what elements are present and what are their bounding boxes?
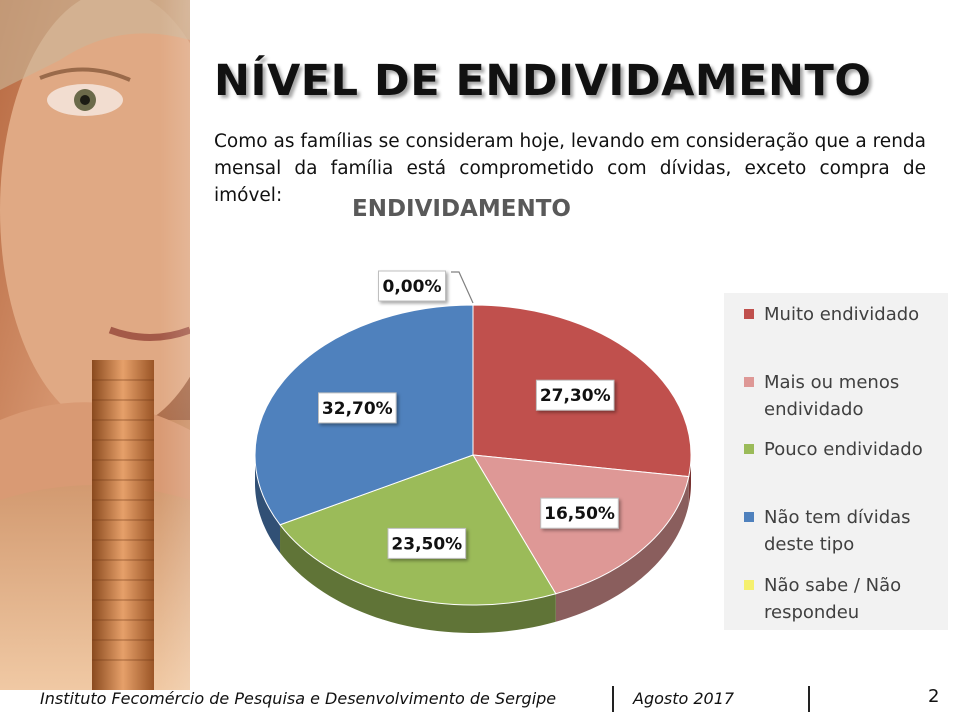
leader-line-4 — [451, 271, 474, 304]
footer-date: Agosto 2017 — [633, 689, 735, 708]
legend-label: Não tem dívidas deste tipo — [764, 507, 911, 555]
legend-item: Não sabe / Não respondeu — [744, 572, 944, 626]
data-label-box-2 — [387, 527, 467, 559]
data-label-box-3 — [318, 392, 397, 424]
decorative-photo — [0, 0, 190, 690]
data-label-4: 0,00% — [383, 277, 442, 297]
page-title: NÍVEL DE ENDIVIDAMENTO — [214, 56, 872, 106]
chart-title: ENDIVIDAMENTO — [352, 196, 571, 222]
footer-separator — [808, 686, 810, 712]
legend-swatch — [744, 512, 754, 522]
page-number: 2 — [928, 686, 940, 707]
data-label-box-4 — [378, 270, 446, 302]
legend-label: Mais ou menos endividado — [764, 372, 900, 420]
pie-top — [254, 304, 692, 606]
pie-side-3 — [255, 455, 281, 553]
legend-swatch — [744, 309, 754, 319]
pie-side-2 — [280, 524, 556, 633]
data-label-box-1 — [540, 497, 619, 529]
legend-item: Mais ou menos endividado — [744, 369, 944, 423]
legend-swatch — [744, 444, 754, 454]
legend-label: Pouco endividado — [764, 439, 923, 460]
intro-text: Como as famílias se consideram hoje, lev… — [214, 131, 926, 206]
footer-institute: Instituto Fecomércio de Pesquisa e Desen… — [40, 689, 557, 708]
legend-item: Não tem dívidas deste tipo — [744, 504, 944, 558]
pie-chart: 27,30% 16,50% 23,50% 32,70% 0,00% — [254, 270, 692, 633]
chart-legend: Muito endividado Mais ou menos endividad… — [724, 293, 948, 630]
legend-swatch — [744, 580, 754, 590]
pie-labels: 27,30% 16,50% 23,50% 32,70% 0,00% — [318, 270, 619, 559]
legend-item: Muito endividado — [744, 301, 944, 328]
data-label-2: 23,50% — [391, 534, 462, 554]
data-label-3: 32,70% — [322, 399, 393, 419]
pie-side-1 — [555, 476, 689, 622]
footer: Instituto Fecomércio de Pesquisa e Desen… — [0, 686, 955, 717]
data-label-box-0 — [535, 379, 615, 411]
legend-swatch — [744, 377, 754, 387]
footer-separator — [612, 686, 614, 712]
legend-label: Muito endividado — [764, 304, 920, 325]
data-label-1: 16,50% — [544, 504, 615, 524]
data-label-0: 27,30% — [540, 386, 611, 406]
legend-label: Não sabe / Não respondeu — [764, 575, 902, 623]
legend-item: Pouco endividado — [744, 436, 944, 463]
